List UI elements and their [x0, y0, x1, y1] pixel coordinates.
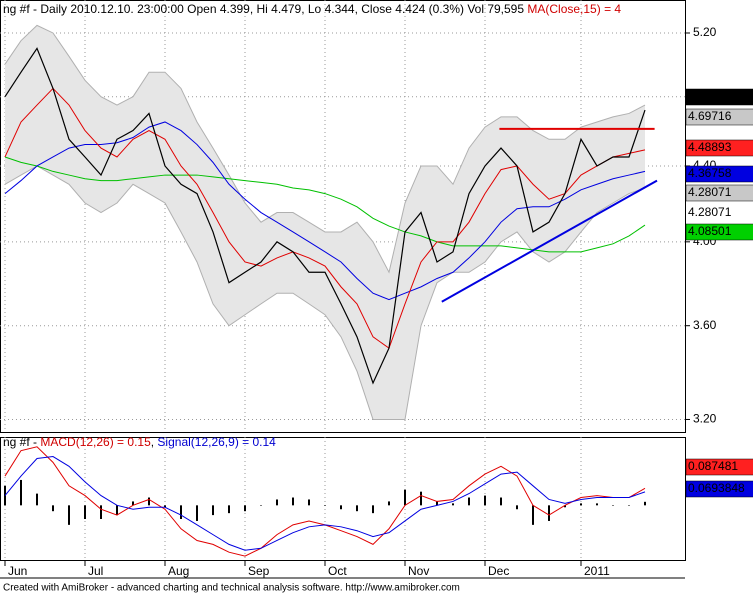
series-line: [4, 87, 646, 349]
histogram-bar: [324, 505, 326, 506]
histogram-bar: [260, 505, 262, 506]
value-label: 0.087481: [688, 459, 738, 473]
histogram-bar: [196, 505, 198, 521]
histogram-bar: [564, 505, 566, 508]
histogram-bar: [180, 505, 182, 519]
histogram-bar: [372, 505, 374, 514]
histogram-bar: [36, 493, 38, 506]
value-label-bg: [686, 205, 753, 221]
value-label: 0.0693848: [688, 481, 745, 495]
x-tick-label: Nov: [408, 564, 429, 578]
band-upper: [4, 24, 646, 274]
title-part: ng #f -: [3, 435, 40, 449]
value-label-bg: [685, 223, 753, 241]
histogram-bar: [388, 501, 390, 506]
trendline: [441, 179, 658, 303]
histogram-bar: [228, 505, 230, 514]
series-line: [4, 47, 646, 385]
series-line: [4, 156, 646, 253]
histogram-bar: [436, 501, 438, 506]
histogram-bar: [164, 505, 166, 508]
histogram-bar: [500, 497, 502, 506]
value-label: 4.723: [688, 89, 718, 103]
histogram-bar: [52, 505, 54, 512]
histogram-bar: [116, 505, 118, 516]
value-label-bg: [685, 88, 753, 106]
histogram-bar: [580, 503, 582, 506]
y-tick-label: 5.20: [693, 25, 717, 39]
histogram-bar: [468, 497, 470, 506]
footer: Created with AmiBroker - advanced charti…: [3, 583, 460, 594]
value-label-bg: [685, 184, 753, 202]
x-tick-label: Jul: [88, 564, 103, 578]
histogram-bar: [100, 505, 102, 519]
title-part: MACD(12,26) = 0.15: [40, 435, 151, 449]
value-label: 4.28071: [688, 185, 732, 199]
title-part: ng #f - Daily 2010.12.10. 23:00:00 Open …: [3, 2, 527, 16]
panel-title: ng #f - MACD(12,26) = 0.15, Signal(12,26…: [3, 435, 276, 449]
band-lower: [4, 165, 646, 420]
panel-title: ng #f - Daily 2010.12.10. 23:00:00 Open …: [3, 2, 621, 16]
x-tick-label: Jun: [8, 564, 27, 578]
histogram-bar: [276, 499, 278, 506]
value-label-bg: [685, 165, 753, 183]
histogram-bar: [596, 503, 598, 506]
histogram-bar: [148, 497, 150, 506]
title-part: ,: [151, 435, 158, 449]
value-label: 4.08501: [688, 224, 732, 238]
x-tick-label: Oct: [328, 564, 347, 578]
y-tick-label: 3.20: [693, 412, 717, 426]
histogram-bar: [404, 489, 406, 506]
band-fill: [5, 25, 645, 420]
series-line: [4, 121, 646, 301]
value-label: 4.48893: [688, 140, 732, 154]
title-part: MA(Close,15) = 4: [527, 2, 621, 16]
histogram-bar: [516, 505, 518, 510]
y-tick-label: 3.60: [693, 318, 717, 332]
value-label-bg: [685, 458, 753, 476]
histogram-bar: [212, 505, 214, 516]
value-label-bg: [685, 480, 753, 498]
histogram-bar: [244, 505, 246, 512]
histogram-bar: [484, 495, 486, 506]
value-label-bg: [685, 108, 753, 126]
title-part: Signal(12,26,9) = 0.14: [157, 435, 276, 449]
histogram-bar: [292, 497, 294, 506]
histogram-bar: [68, 505, 70, 525]
histogram-bar: [452, 503, 454, 506]
value-label: 4.36758: [688, 166, 732, 180]
histogram-bar: [84, 505, 86, 519]
x-tick-label: Aug: [168, 564, 189, 578]
x-tick-label: Dec: [488, 564, 509, 578]
histogram-bar: [132, 501, 134, 506]
histogram-bar: [420, 491, 422, 506]
histogram-bar: [340, 505, 342, 510]
value-label: 4.69716: [688, 109, 732, 123]
histogram-bar: [308, 499, 310, 506]
histogram-bar: [628, 505, 630, 506]
value-label: 4.28071: [688, 205, 732, 219]
histogram-bar: [612, 505, 614, 506]
panel-frame: [0, 0, 686, 433]
x-tick-label: 2011: [584, 564, 610, 578]
histogram-bar: [20, 479, 22, 506]
value-label-bg: [685, 139, 753, 157]
panel-frame: [0, 437, 686, 561]
histogram-bar: [644, 501, 646, 506]
histogram-bar: [532, 505, 534, 525]
x-tick-label: Sep: [248, 564, 270, 578]
series-line: [4, 456, 646, 551]
histogram-bar: [548, 505, 550, 521]
histogram-bar: [356, 505, 358, 512]
